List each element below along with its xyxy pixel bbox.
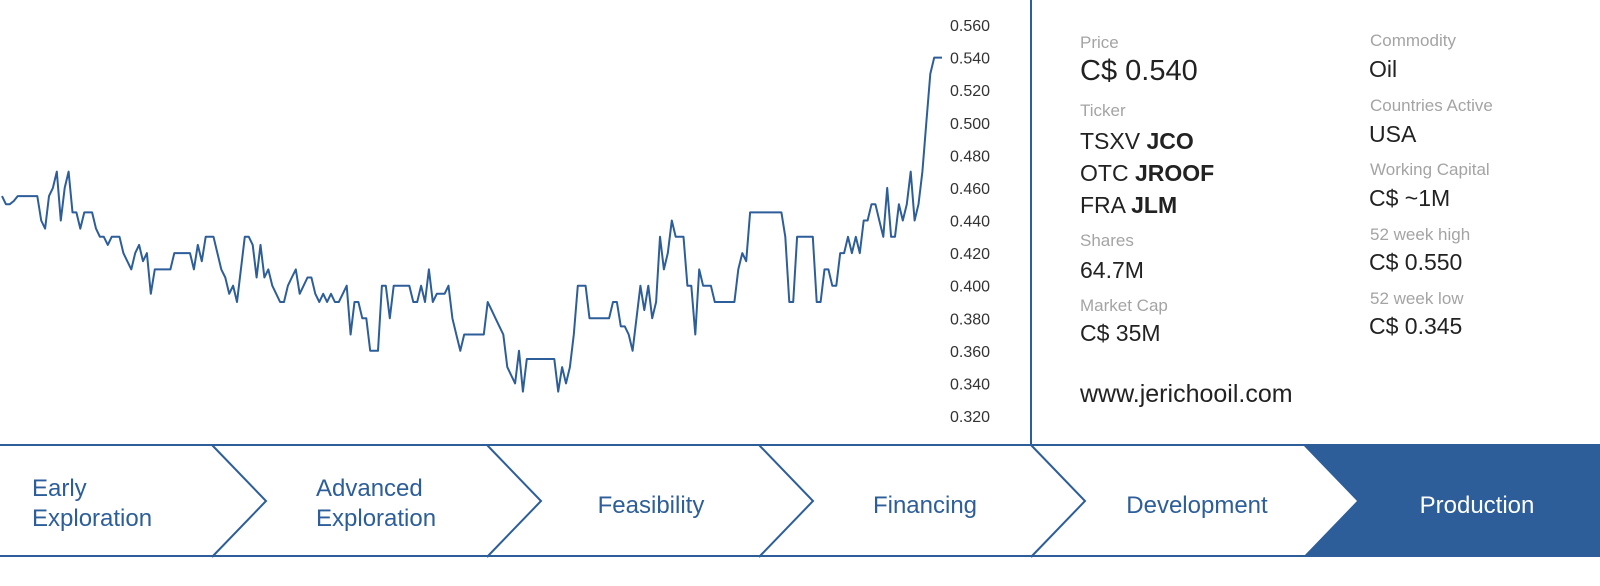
- stage-4-label: Financing: [873, 492, 977, 519]
- high-value: C$ 0.550: [1369, 249, 1463, 275]
- ticker-fra: FRA JLM: [1080, 192, 1177, 219]
- commodity-label: Commodity: [1370, 31, 1456, 50]
- high-label: 52 week high: [1370, 225, 1471, 244]
- y-tick-label: 0.420: [950, 246, 990, 263]
- price-label: Price: [1080, 33, 1119, 52]
- stage-2-line1: Advanced: [316, 475, 423, 502]
- working-capital-value: C$ ~1M: [1369, 185, 1451, 211]
- chevron-divider-4: [1030, 444, 1087, 558]
- stage-2-line2: Exploration: [316, 505, 436, 532]
- ticker-exchange: FRA: [1080, 192, 1125, 218]
- shares-value: 64.7M: [1080, 257, 1144, 283]
- ticker-symbol: JCO: [1146, 128, 1194, 154]
- stage-6-label-active: Production: [1420, 492, 1535, 519]
- price-chart: 0.560 0.540 0.520 0.500 0.480 0.460 0.440 0.420…: [1, 18, 990, 426]
- stage-progress-bar: Early Exploration Advanced Exploration F…: [0, 444, 1600, 558]
- y-tick-label: 0.480: [950, 148, 990, 165]
- countries-label: Countries Active: [1370, 96, 1493, 115]
- y-tick-label: 0.360: [950, 344, 990, 361]
- ticker-symbol: JROOF: [1134, 160, 1215, 186]
- y-tick-label: 0.380: [950, 311, 990, 328]
- y-tick-label: 0.440: [950, 214, 990, 231]
- stage-3-label: Feasibility: [598, 492, 705, 519]
- commodity-value: Oil: [1369, 56, 1398, 82]
- market-cap-label: Market Cap: [1080, 296, 1168, 315]
- market-cap-value: C$ 35M: [1080, 320, 1161, 346]
- working-capital-label: Working Capital: [1370, 160, 1490, 179]
- stage-1-line2: Exploration: [32, 505, 152, 532]
- stage-1-line1: Early: [32, 475, 87, 502]
- ticker-exchange: TSXV: [1080, 128, 1141, 154]
- y-tick-label: 0.560: [950, 18, 990, 35]
- y-tick-label: 0.340: [950, 376, 990, 393]
- ticker-symbol: JLM: [1131, 192, 1178, 218]
- y-tick-label: 0.520: [950, 83, 990, 100]
- y-tick-label: 0.460: [950, 181, 990, 198]
- price-line: [1, 56, 942, 393]
- y-tick-label: 0.540: [950, 51, 990, 68]
- countries-value: USA: [1369, 121, 1417, 147]
- y-axis-ticks: 0.560 0.540 0.520 0.500 0.480 0.460 0.440 0.420…: [950, 18, 990, 426]
- vertical-divider: [1030, 0, 1032, 446]
- y-tick-label: 0.400: [950, 279, 990, 296]
- ticker-tsxv: TSXV JCO: [1080, 128, 1194, 155]
- ticker-otc: OTC JROOF: [1080, 160, 1214, 187]
- low-label: 52 week low: [1370, 289, 1464, 308]
- shares-label: Shares: [1080, 231, 1134, 250]
- website-link[interactable]: www.jerichooil.com: [1080, 380, 1293, 408]
- stage-5-label: Development: [1126, 492, 1268, 519]
- y-tick-label: 0.500: [950, 116, 990, 133]
- ticker-exchange: OTC: [1080, 160, 1129, 186]
- y-tick-label: 0.320: [950, 409, 990, 426]
- active-stage-bg: [1303, 445, 1600, 557]
- price-value: C$ 0.540: [1080, 55, 1198, 87]
- chevron-divider-2: [486, 444, 543, 558]
- low-value: C$ 0.345: [1369, 313, 1463, 339]
- ticker-label: Ticker: [1080, 101, 1126, 120]
- chevron-divider-1: [211, 444, 268, 558]
- chevron-divider-3: [758, 444, 815, 558]
